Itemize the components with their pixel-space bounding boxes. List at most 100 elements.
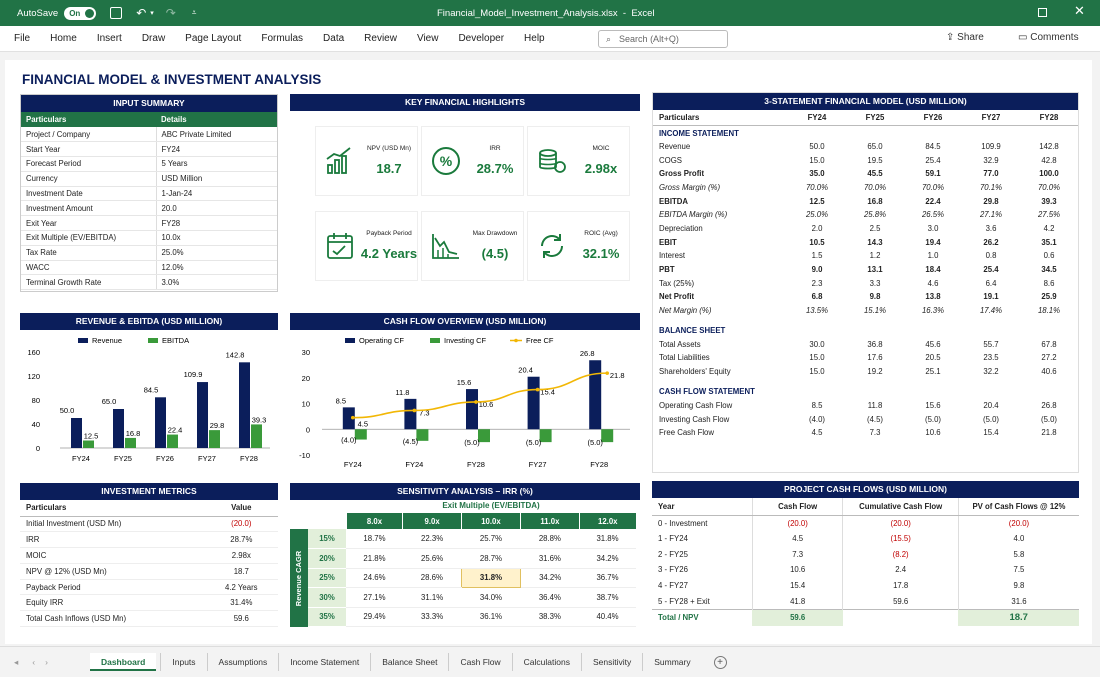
table-cell[interactable]: 2 - FY25 bbox=[652, 546, 753, 563]
table-cell[interactable]: 3.0% bbox=[156, 274, 277, 291]
table-cell[interactable]: 22.4 bbox=[925, 196, 941, 206]
table-cell[interactable]: 100.0 bbox=[1039, 169, 1059, 179]
table-cell[interactable]: 25.0% bbox=[805, 210, 829, 220]
table-cell[interactable]: 28.7% bbox=[204, 531, 278, 549]
table-cell[interactable]: Operating Cash Flow bbox=[659, 400, 733, 410]
table-cell[interactable]: 29.4% bbox=[346, 607, 403, 627]
table-cell[interactable]: 2.98x bbox=[204, 547, 278, 564]
table-cell[interactable]: 70.0% bbox=[863, 182, 887, 192]
table-cell[interactable]: (20.0) bbox=[752, 515, 844, 531]
table-cell[interactable]: PBT bbox=[659, 265, 675, 275]
table-cell[interactable]: 34.2% bbox=[520, 568, 579, 588]
table-cell[interactable]: 15.0 bbox=[809, 353, 825, 363]
table-cell[interactable]: 31.6 bbox=[1011, 596, 1027, 606]
table-cell[interactable]: 25.4 bbox=[983, 265, 999, 275]
table-cell[interactable]: 15.0 bbox=[809, 155, 825, 165]
table-cell[interactable]: (5.0) bbox=[924, 414, 942, 424]
table-cell[interactable]: 10.6 bbox=[752, 562, 844, 578]
table-cell[interactable]: Total Liabilities bbox=[659, 353, 710, 363]
table-cell[interactable]: FY24 bbox=[156, 141, 277, 158]
table-cell[interactable]: 25.1 bbox=[925, 367, 941, 377]
table-cell[interactable]: 29.8 bbox=[983, 196, 999, 206]
total-cell[interactable] bbox=[842, 608, 959, 627]
table-cell[interactable]: 50.0 bbox=[809, 141, 825, 151]
table-cell[interactable]: Payback Period bbox=[20, 579, 205, 596]
ribbon-tab-review[interactable]: Review bbox=[364, 33, 397, 44]
table-cell[interactable]: FY28 bbox=[156, 215, 277, 232]
table-cell[interactable]: Revenue bbox=[659, 141, 691, 151]
ribbon-tab-home[interactable]: Home bbox=[50, 33, 77, 44]
table-cell[interactable]: 31.4% bbox=[204, 594, 278, 612]
scroll-first-sheet-icon[interactable]: ◂ bbox=[14, 656, 19, 667]
search-box[interactable]: ⌕ Search (Alt+Q) bbox=[598, 30, 728, 48]
table-cell[interactable]: (20.0) bbox=[842, 515, 959, 531]
table-cell[interactable]: Tax (25%) bbox=[659, 278, 695, 288]
table-cell[interactable]: Equity IRR bbox=[20, 594, 205, 612]
table-cell[interactable]: 7.3 bbox=[869, 428, 881, 438]
table-cell[interactable]: NPV @ 12% (USD Mn) bbox=[20, 563, 205, 580]
table-cell[interactable]: 12.5 bbox=[809, 196, 825, 206]
table-cell[interactable]: 5 - FY28 + Exit bbox=[652, 593, 753, 610]
table-cell[interactable]: 19.1 bbox=[983, 292, 999, 302]
table-cell[interactable]: 13.5% bbox=[805, 306, 829, 316]
table-cell[interactable]: 7.3 bbox=[752, 546, 844, 563]
table-cell[interactable]: Total Assets bbox=[659, 339, 701, 349]
table-cell[interactable]: 4.2 bbox=[1043, 223, 1055, 233]
autosave-toggle[interactable]: On bbox=[64, 6, 97, 20]
scroll-next-sheet-icon[interactable]: › bbox=[45, 657, 48, 667]
table-cell[interactable]: 34.2% bbox=[579, 548, 636, 569]
table-cell[interactable]: 3 - FY26 bbox=[652, 562, 753, 578]
table-cell[interactable]: 70.1% bbox=[979, 182, 1003, 192]
table-cell[interactable]: 38.7% bbox=[579, 587, 636, 608]
table-cell[interactable]: 13.8 bbox=[925, 292, 941, 302]
table-cell[interactable]: 21.8% bbox=[346, 548, 403, 569]
table-cell[interactable]: 34.5 bbox=[1041, 265, 1057, 275]
table-cell[interactable]: 36.8 bbox=[867, 339, 883, 349]
table-cell[interactable]: (4.5) bbox=[866, 414, 884, 424]
table-cell[interactable]: 25.7% bbox=[461, 529, 521, 549]
table-cell[interactable]: 4.5 bbox=[811, 428, 823, 438]
table-cell[interactable]: 17.4% bbox=[979, 306, 1003, 316]
table-cell[interactable]: ABC Private Limited bbox=[156, 127, 277, 143]
table-cell[interactable]: 13.1 bbox=[867, 265, 883, 275]
table-cell[interactable]: (15.5) bbox=[842, 530, 959, 547]
table-cell[interactable]: 31.6% bbox=[520, 548, 579, 569]
table-cell[interactable]: 55.7 bbox=[983, 339, 999, 349]
table-cell[interactable]: 1.0 bbox=[927, 251, 939, 261]
table-cell[interactable]: COGS bbox=[659, 155, 682, 165]
table-cell[interactable]: 20.0 bbox=[156, 200, 277, 217]
table-cell[interactable]: 70.0% bbox=[1037, 182, 1061, 192]
table-cell[interactable]: 18.4 bbox=[925, 265, 941, 275]
table-cell[interactable]: Investment Date bbox=[21, 186, 157, 202]
redo-icon[interactable]: ↷ bbox=[165, 6, 176, 20]
table-cell[interactable]: Total Cash Inflows (USD Mn) bbox=[20, 610, 205, 628]
table-cell[interactable]: 70.0% bbox=[805, 182, 829, 192]
add-sheet-icon[interactable]: + bbox=[713, 655, 727, 669]
table-cell[interactable]: 36.7% bbox=[579, 568, 636, 588]
table-cell[interactable]: 10.0x bbox=[156, 230, 277, 246]
table-cell[interactable]: 45.5 bbox=[867, 169, 883, 179]
ribbon-tab-developer[interactable]: Developer bbox=[458, 33, 505, 44]
table-cell[interactable]: 36.1% bbox=[461, 607, 521, 627]
ribbon-tab-formulas[interactable]: Formulas bbox=[261, 33, 304, 44]
ribbon-tab-help[interactable]: Help bbox=[524, 33, 545, 44]
table-cell[interactable]: 4.6 bbox=[927, 278, 939, 288]
table-cell[interactable]: 3.0 bbox=[927, 223, 939, 233]
table-cell[interactable]: Forecast Period bbox=[21, 156, 157, 172]
table-cell[interactable]: 35.0 bbox=[809, 169, 825, 179]
table-cell[interactable]: 77.0 bbox=[983, 169, 999, 179]
table-cell[interactable]: 15.1% bbox=[863, 306, 887, 316]
table-cell[interactable]: 41.8 bbox=[752, 593, 844, 610]
total-cell[interactable]: Total / NPV bbox=[652, 608, 753, 627]
table-cell[interactable]: 14.3 bbox=[867, 237, 883, 247]
table-cell[interactable]: 15.4 bbox=[983, 428, 999, 438]
table-cell[interactable]: 8.5 bbox=[811, 400, 823, 410]
sheet-tab-income-statement[interactable]: Income Statement bbox=[278, 653, 370, 671]
table-cell[interactable]: 25.0% bbox=[156, 245, 277, 261]
table-cell[interactable]: 31.1% bbox=[402, 587, 462, 608]
table-cell[interactable]: 19.4 bbox=[925, 237, 941, 247]
table-cell[interactable]: 0.8 bbox=[985, 251, 997, 261]
table-cell[interactable]: 4.5 bbox=[752, 530, 844, 547]
table-cell[interactable]: 1.5 bbox=[811, 251, 823, 261]
table-cell[interactable]: 84.5 bbox=[925, 141, 941, 151]
